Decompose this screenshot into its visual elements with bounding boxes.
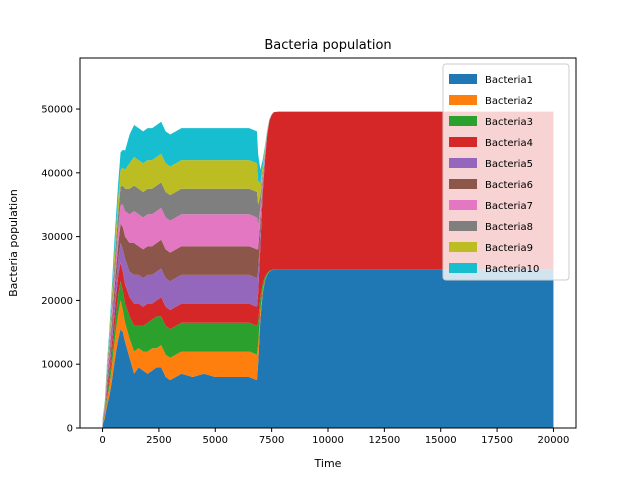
legend-swatch <box>449 116 477 126</box>
y-axis: 0 10000 20000 30000 40000 50000 <box>41 105 80 435</box>
x-tick-label: 15000 <box>425 435 457 446</box>
area-series-8 <box>102 111 554 421</box>
area-series-6 <box>102 111 554 423</box>
legend-label: Bacteria7 <box>485 201 533 212</box>
y-tick-label: 30000 <box>41 232 73 243</box>
area-series-9 <box>102 111 554 421</box>
x-tick-label: 20000 <box>538 435 570 446</box>
legend-swatch <box>449 137 477 147</box>
area-series-3 <box>102 269 554 425</box>
legend-label: Bacteria10 <box>485 264 539 275</box>
legend-label: Bacteria3 <box>485 117 533 128</box>
legend-swatch <box>449 221 477 231</box>
legend-swatch <box>449 179 477 189</box>
x-axis-label: Time <box>314 457 342 470</box>
legend: Bacteria1 Bacteria2 Bacteria3 Bacteria4 Bact… <box>442 63 570 281</box>
legend-swatch <box>449 200 477 210</box>
x-tick-label: 10000 <box>312 435 344 446</box>
x-tick-label: 7500 <box>259 435 284 446</box>
legend-label: Bacteria2 <box>485 96 533 107</box>
legend-label: Bacteria5 <box>485 159 533 170</box>
legend-label: Bacteria6 <box>485 180 533 191</box>
legend-swatch <box>449 74 477 84</box>
legend-label: Bacteria8 <box>485 222 533 233</box>
y-tick-label: 20000 <box>41 296 73 307</box>
legend-label: Bacteria9 <box>485 243 533 254</box>
y-axis-label: Bacteria population <box>7 189 20 297</box>
area-series-10 <box>102 111 554 420</box>
legend-swatch <box>449 242 477 252</box>
area-series-4 <box>102 111 554 424</box>
legend-swatch <box>449 158 477 168</box>
area-series-1 <box>102 269 554 428</box>
x-tick-label: 5000 <box>203 435 228 446</box>
x-tick-label: 0 <box>99 435 105 446</box>
x-tick-label: 17500 <box>481 435 513 446</box>
legend-label: Bacteria1 <box>485 75 533 86</box>
area-layers <box>102 111 554 428</box>
legend-swatch <box>449 95 477 105</box>
y-tick-label: 40000 <box>41 168 73 179</box>
chart-title: Bacteria population <box>264 38 391 53</box>
y-tick-label: 0 <box>67 424 73 435</box>
y-tick-label: 10000 <box>41 360 73 371</box>
x-tick-label: 2500 <box>146 435 171 446</box>
legend-swatch <box>449 263 477 273</box>
legend-label: Bacteria4 <box>485 138 533 149</box>
y-tick-label: 50000 <box>41 105 73 116</box>
x-tick-label: 12500 <box>368 435 400 446</box>
x-axis: 0 2500 5000 7500 10000 12500 15000 17500 20000 <box>99 428 569 446</box>
